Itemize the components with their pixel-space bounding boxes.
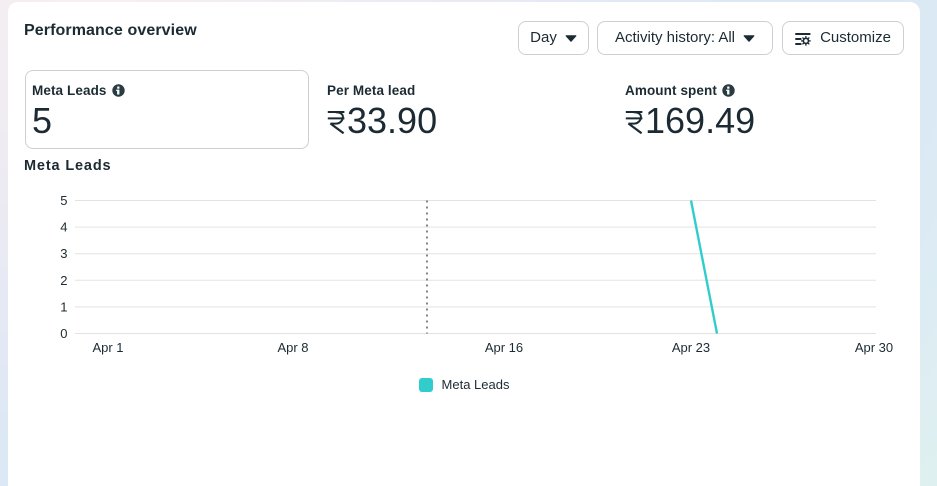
svg-text:Apr 30: Apr 30	[855, 340, 893, 355]
svg-text:Apr 16: Apr 16	[485, 340, 523, 355]
svg-text:1: 1	[60, 299, 67, 314]
svg-text:3: 3	[60, 246, 67, 261]
svg-text:Apr 23: Apr 23	[672, 340, 710, 355]
svg-text:2: 2	[60, 273, 67, 288]
svg-text:Apr 1: Apr 1	[92, 340, 123, 355]
svg-text:0: 0	[60, 326, 67, 341]
svg-text:4: 4	[60, 220, 67, 235]
svg-text:Apr 8: Apr 8	[277, 340, 308, 355]
svg-text:5: 5	[60, 193, 67, 208]
